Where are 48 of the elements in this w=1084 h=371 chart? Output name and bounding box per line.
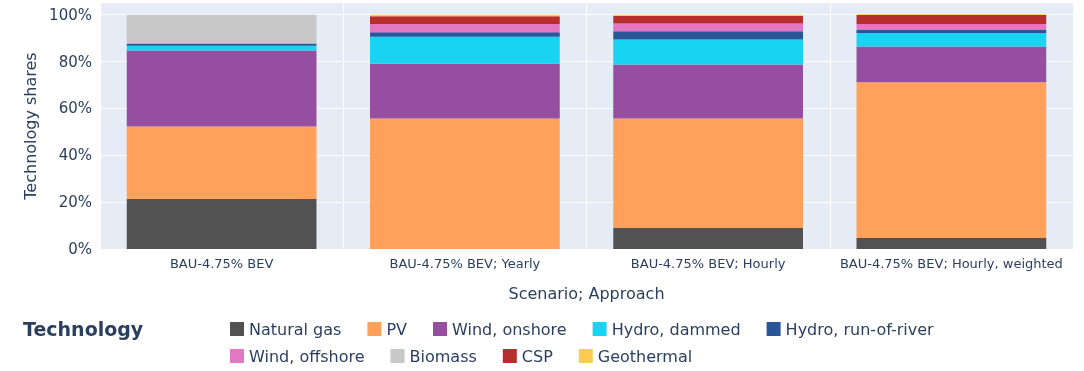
bar: [856, 32, 1047, 47]
legend-label: Hydro, run-of-river: [785, 319, 935, 339]
x-tick-label: BAU-4.75% BEV; Yearly: [389, 256, 541, 271]
y-tick-label: 20%: [58, 193, 92, 212]
bar: [370, 118, 560, 249]
y-tick-label: 0%: [68, 240, 92, 258]
x-axis-title: Scenario; Approach: [508, 283, 665, 303]
bar: [370, 63, 560, 119]
bar: [856, 24, 1047, 30]
bar: [370, 24, 560, 33]
bar: [856, 82, 1047, 238]
bar: [613, 39, 803, 65]
bar: [613, 227, 803, 249]
legend-label: Hydro, dammed: [611, 319, 741, 339]
x-tick-label: BAU-4.75% BEV; Hourly, weighted: [839, 256, 1063, 271]
bar: [370, 16, 560, 25]
y-tick-label: 60%: [58, 99, 92, 118]
bar: [126, 126, 317, 200]
y-tick-label: 80%: [58, 52, 92, 71]
legend-label: Biomass: [409, 346, 477, 366]
legend-title: Technology: [23, 317, 144, 340]
legend-label: PV: [386, 319, 408, 339]
y-tick-label: 100%: [49, 5, 92, 24]
bar: [613, 23, 803, 32]
legend-label: CSP: [521, 346, 554, 366]
legend-label: Wind, onshore: [451, 319, 567, 339]
legend-label: Wind, offshore: [249, 346, 365, 366]
bar: [613, 118, 803, 228]
bar: [370, 36, 560, 64]
bar: [126, 14, 317, 44]
x-tick-label: BAU-4.75% BEV: [169, 256, 274, 271]
legend-label: Geothermal: [597, 346, 693, 366]
bar: [126, 50, 317, 127]
bar: [856, 237, 1047, 249]
bar: [126, 199, 317, 249]
bar: [613, 31, 803, 40]
bar: [370, 32, 560, 37]
bar: [856, 29, 1047, 33]
bar: [126, 43, 317, 46]
bar: [856, 14, 1047, 25]
y-axis-title: Technology shares: [20, 52, 40, 201]
legend-label: Natural gas: [249, 319, 342, 339]
y-tick-label: 40%: [58, 146, 92, 165]
bar: [613, 16, 803, 24]
bar: [613, 64, 803, 119]
bar: [126, 45, 317, 51]
bar: [856, 46, 1047, 83]
x-tick-label: BAU-4.75% BEV; Hourly: [630, 256, 786, 271]
